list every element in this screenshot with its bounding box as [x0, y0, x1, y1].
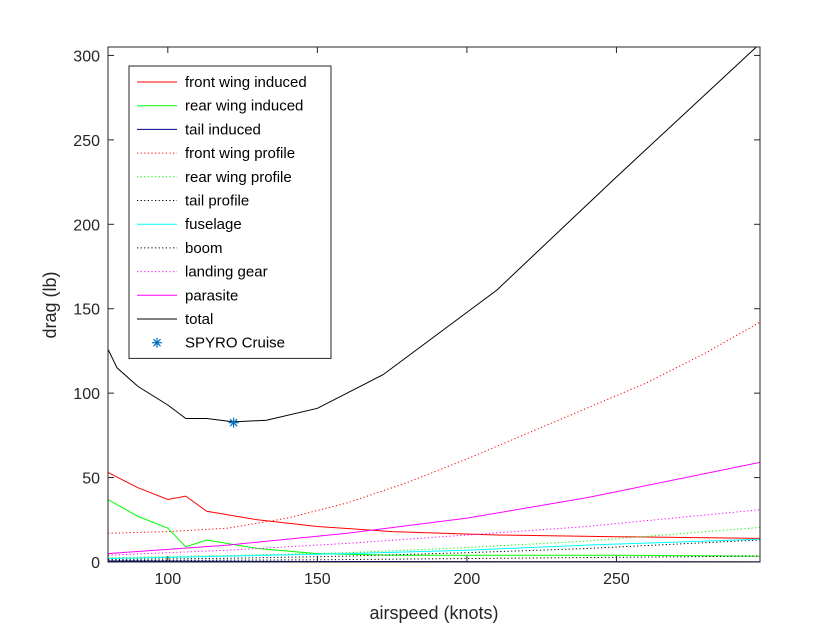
- legend: front wing induced rear wing induced tail …: [128, 65, 332, 359]
- x-axis-label: airspeed (knots): [369, 603, 498, 623]
- x-tick-label: 250: [603, 571, 630, 588]
- legend-swatch-SPYRO-Cruise: [152, 337, 162, 348]
- legend-label-fuselage: fuselage: [185, 216, 242, 233]
- plot-border: [107, 46, 761, 563]
- legend-label-landing-gear: landing gear: [185, 264, 268, 281]
- series-line-landing-gear: [108, 509, 760, 556]
- legend-label-rear-wing-profile: rear wing profile: [185, 169, 292, 186]
- x-axis-ticks: 100 150 200 250: [154, 47, 630, 588]
- legend-label-boom: boom: [185, 240, 223, 257]
- series-line-fuselage: [108, 538, 760, 560]
- x-tick-label: 200: [454, 571, 481, 588]
- series-line-front-wing-induced: [108, 472, 760, 539]
- legend-label-total: total: [185, 311, 213, 328]
- legend-label-front-wing-profile: front wing profile: [185, 145, 295, 162]
- y-axis-label: drag (lb): [40, 271, 60, 338]
- series-line-parasite: [108, 461, 760, 555]
- series-line-rear-wing-profile: [108, 526, 760, 559]
- legend-label-parasite: parasite: [185, 287, 238, 304]
- x-tick-label: 100: [154, 571, 181, 588]
- y-tick-label: 0: [91, 555, 100, 572]
- y-tick-label: 150: [73, 302, 100, 319]
- y-tick-label: 100: [73, 386, 100, 403]
- x-tick-label: 150: [304, 571, 331, 588]
- y-tick-label: 50: [82, 471, 100, 488]
- y-axis-ticks: 0 50 100 150 200 250 300: [73, 48, 760, 572]
- legend-label-front-wing-induced: front wing induced: [185, 74, 307, 91]
- legend-label-rear-wing-induced: rear wing induced: [185, 98, 303, 115]
- legend-label-SPYRO-Cruise: SPYRO Cruise: [185, 335, 285, 352]
- legend-box: [128, 65, 332, 359]
- y-tick-label: 250: [73, 133, 100, 150]
- y-tick-label: 300: [73, 48, 100, 65]
- y-tick-label: 200: [73, 217, 100, 234]
- legend-label-tail-induced: tail induced: [185, 121, 261, 138]
- marker-layer: [228, 417, 239, 428]
- marker-spyro-cruise: [228, 417, 239, 428]
- series-line-rear-wing-induced: [108, 499, 760, 557]
- series-line-tail-profile: [108, 539, 760, 560]
- legend-label-tail-profile: tail profile: [185, 193, 249, 210]
